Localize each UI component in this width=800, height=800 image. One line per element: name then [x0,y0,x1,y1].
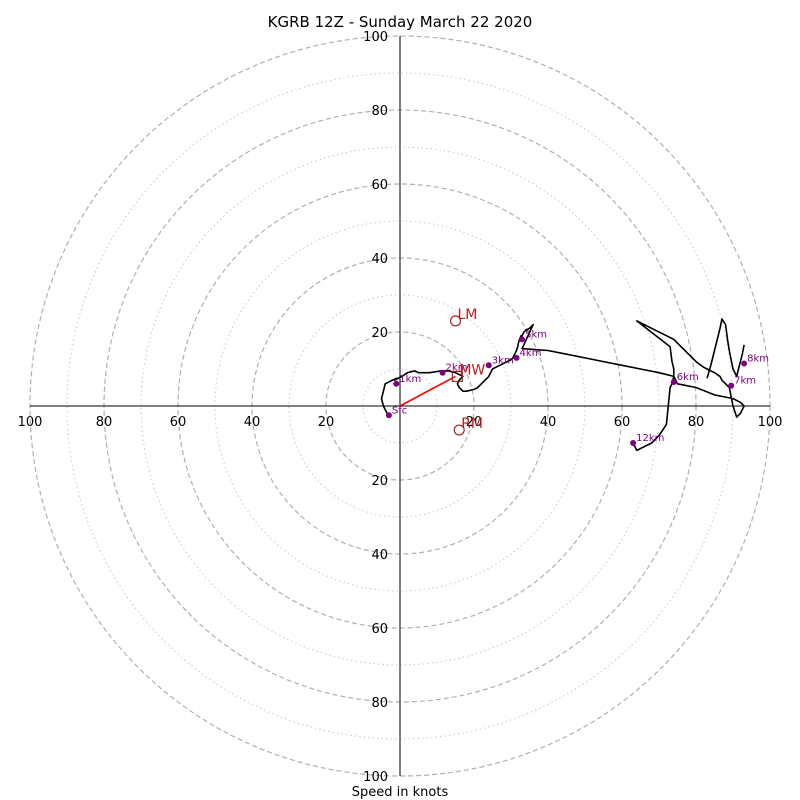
shear-vector-line [399,375,456,407]
y-tick-label: 40 [371,548,388,563]
y-tick-label: 80 [371,696,388,711]
y-tick-label: 60 [371,622,388,637]
height-marker-dot [439,369,446,376]
x-tick-label: 40 [540,415,557,430]
x-tick-label: 80 [688,415,705,430]
height-marker-dot [728,382,735,389]
y-tick-label: 80 [371,104,388,119]
height-marker-label: Sfc [392,405,407,416]
y-tick-label: 100 [363,30,388,45]
storm-motion-marker [453,424,465,436]
height-marker-label: 12km [636,433,664,444]
y-tick-label: 100 [363,770,388,785]
tick-labels: 100 100 80 80 60 60 40 40 20 20 20 20 40 40 60 60 80 80 10… [18,30,783,785]
height-marker-label: 2km [446,363,468,374]
height-marker-dot [519,336,526,343]
hodograph-line-upper [706,318,745,379]
hodograph-line [380,320,745,452]
height-marker-dot [393,380,400,387]
x-tick-label: 60 [170,415,187,430]
x-tick-label: 40 [244,415,261,430]
y-tick-label: 20 [371,474,388,489]
height-marker-dot [385,412,392,419]
shear-vector [399,375,456,407]
mean-wind-marker [451,370,463,382]
height-marker-dot [485,362,492,369]
height-marker-label: 4km [520,348,542,359]
y-tick-label: 40 [371,252,388,267]
height-markers: Sfc 1km 2km 3km 4km 5km 6km 7km 8km 12km [385,329,769,446]
height-marker-dot [670,378,677,385]
x-axis-label: Speed in knots [352,785,449,800]
storm-motion-label: RM [461,416,483,432]
height-marker-label: 8km [747,353,769,364]
hodograph-trace [380,318,745,452]
storm-motion-marker [449,315,462,327]
height-marker-dot [513,354,520,361]
chart-title: KGRB 12Z - Sunday March 22 2020 [268,13,533,31]
x-tick-label: 80 [96,415,113,430]
x-tick-label: 20 [318,415,335,430]
storm-motion-markers: LM RM MW [449,307,485,436]
storm-motion-label: LM [458,307,478,323]
height-marker-label: 1km [399,374,421,385]
height-marker-dot [630,440,637,446]
height-marker-label: 7km [734,376,756,387]
height-marker-label: 6km [677,372,699,383]
x-tick-label: 100 [18,415,43,430]
x-tick-label: 60 [614,415,631,430]
x-tick-label: 20 [466,415,483,430]
x-tick-label: 100 [758,415,783,430]
y-tick-label: 20 [371,326,388,341]
y-tick-label: 60 [371,178,388,193]
height-marker-dot [741,360,748,367]
height-marker-label: 3km [492,355,514,366]
height-marker-label: 5km [525,329,547,340]
storm-motion-label: MW [459,362,485,378]
